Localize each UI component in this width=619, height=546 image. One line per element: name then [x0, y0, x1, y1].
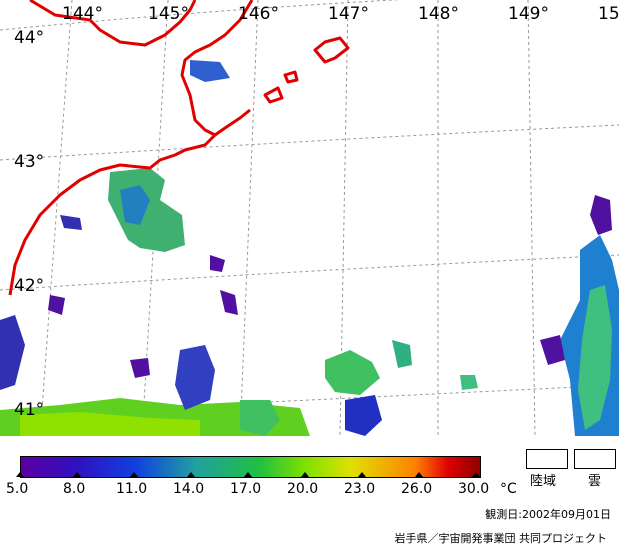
colorbar-tick-mark [244, 472, 252, 477]
credit-text: 岩手県／宇宙開発事業団 共同プロジェクト [394, 532, 608, 545]
sst-patch [540, 335, 565, 365]
latitude-label: 42° [14, 276, 45, 296]
longitude-label: 145° [148, 4, 189, 24]
colorbar-tick-label: 8.0 [63, 481, 86, 497]
sst-patch [130, 358, 150, 378]
sst-patch [108, 168, 185, 252]
sst-patch [0, 315, 25, 390]
colorbar-tick-label: 17.0 [230, 481, 262, 497]
colorbar-tick-label: 26.0 [401, 481, 433, 497]
colorbar-tick-mark [73, 472, 81, 477]
latitude-label: 44° [14, 28, 45, 48]
sst-patches [0, 60, 619, 436]
colorbar-tick-label: 11.0 [116, 481, 148, 497]
land-legend-label: 陸域 [530, 474, 557, 489]
sea-surface-temperature-map [0, 0, 619, 436]
longitude-label: 146° [238, 4, 279, 24]
sst-patch [220, 290, 238, 315]
sst-patch [345, 395, 382, 436]
colorbar-tick-mark [358, 472, 366, 477]
sst-patch [48, 295, 65, 315]
longitude-label: 15 [598, 4, 619, 24]
colorbar-tick-mark [187, 472, 195, 477]
colorbar-unit: °C [500, 481, 517, 497]
land-legend-swatch [526, 449, 568, 469]
sst-patch [578, 285, 612, 430]
colorbar-tick-mark [472, 472, 480, 477]
sst-patch [392, 340, 412, 368]
sst-patch [325, 350, 380, 395]
cloud-legend-label: 雲 [588, 474, 602, 489]
observation-date: 観測日:2002年09月01日 [485, 508, 611, 521]
colorbar-tick-label: 14.0 [173, 481, 205, 497]
longitude-label: 147° [328, 4, 369, 24]
colorbar-tick-label: 30.0 [458, 481, 490, 497]
colorbar-tick-mark [301, 472, 309, 477]
colorbar-tick-label: 23.0 [344, 481, 376, 497]
colorbar-tick-mark [130, 472, 138, 477]
longitude-label: 148° [418, 4, 459, 24]
colorbar-tick-label: 5.0 [6, 481, 29, 497]
cloud-legend-swatch [574, 449, 616, 469]
colorbar-tick-mark [16, 472, 24, 477]
sst-patch [60, 215, 82, 230]
sst-patch [590, 195, 612, 235]
sst-patch [460, 375, 478, 390]
graticule [0, 0, 619, 436]
colorbar-tick-label: 20.0 [287, 481, 319, 497]
latitude-label: 43° [14, 152, 45, 172]
sst-patch [120, 185, 150, 225]
longitude-label: 149° [508, 4, 549, 24]
coastline [8, 0, 350, 296]
colorbar-tick-mark [415, 472, 423, 477]
sst-patch [240, 400, 280, 436]
sst-patch [190, 60, 230, 82]
latitude-label: 41° [14, 400, 45, 420]
sst-patch [210, 255, 225, 272]
longitude-label: 144° [62, 4, 103, 24]
sst-patch [175, 345, 215, 410]
sst-patch [20, 412, 200, 436]
